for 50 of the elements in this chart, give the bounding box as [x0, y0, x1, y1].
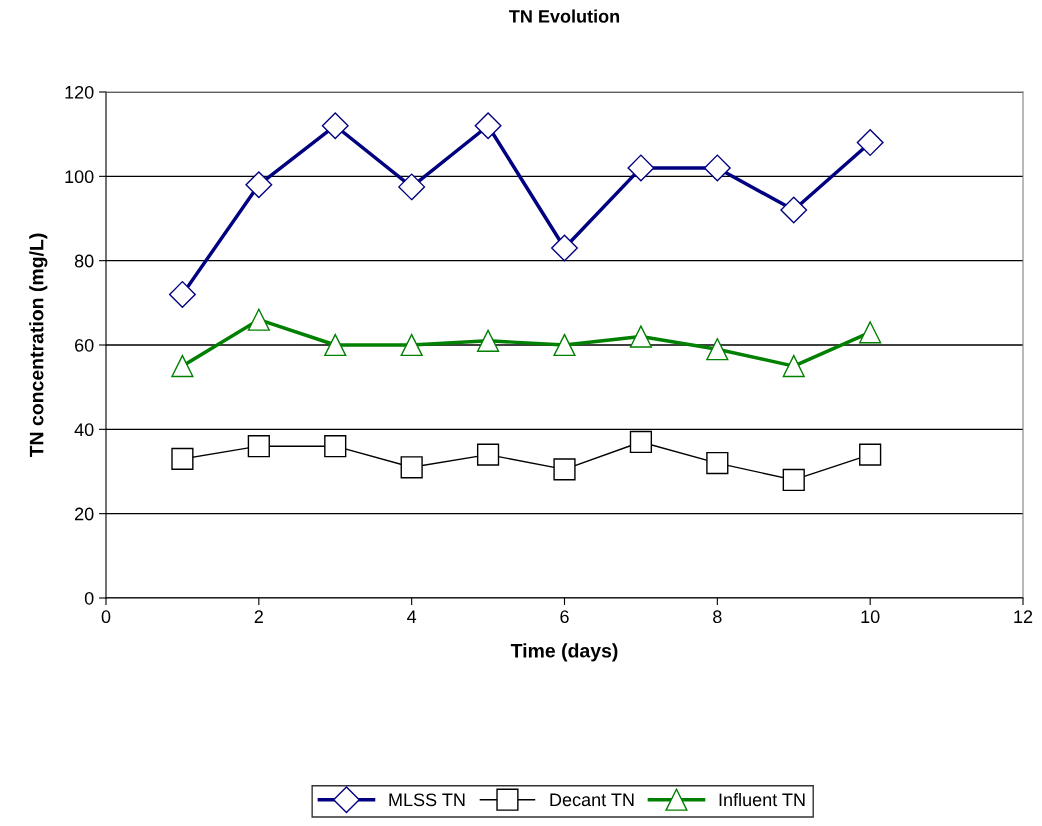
point — [703, 154, 731, 182]
point — [168, 280, 196, 308]
x-tick-label: 2 — [254, 610, 263, 623]
x-tick-label: 8 — [713, 610, 722, 624]
y-tick-label: 20 — [75, 507, 94, 521]
point — [551, 234, 578, 262]
chart-title: TN Evolution — [509, 9, 620, 23]
point — [321, 112, 349, 140]
y-tick-label: 100 — [65, 170, 94, 184]
point — [553, 333, 576, 357]
point — [782, 354, 805, 378]
y-tick-label: 40 — [74, 423, 94, 437]
point — [324, 333, 347, 357]
point — [859, 443, 882, 466]
point — [247, 308, 270, 331]
x-tick-label: 4 — [407, 610, 417, 623]
x-tick-label: 10 — [861, 610, 880, 624]
point — [706, 451, 729, 475]
point — [782, 468, 805, 492]
point — [474, 112, 502, 140]
point — [706, 338, 729, 361]
point — [171, 447, 194, 470]
point — [476, 329, 500, 352]
point — [171, 354, 194, 378]
y-axis-title: TN concentration (mg/L) — [29, 233, 48, 458]
x-tick-label: 12 — [1014, 610, 1033, 623]
y-tick-label: 60 — [75, 338, 94, 352]
legend-label: Influent TN — [719, 792, 805, 807]
point — [629, 430, 653, 454]
point — [856, 129, 884, 157]
x-tick-label: 6 — [560, 610, 569, 624]
x-axis-title: Time (days) — [510, 643, 618, 662]
point — [627, 154, 655, 182]
point — [324, 435, 347, 458]
point — [400, 333, 423, 357]
legend-label: MLSS TN — [389, 793, 465, 807]
point — [245, 171, 273, 199]
point — [780, 196, 808, 224]
point — [859, 321, 882, 344]
y-tick-label: 120 — [65, 85, 94, 99]
point — [398, 173, 426, 201]
y-tick-label: 80 — [74, 254, 94, 268]
point — [476, 443, 500, 466]
point — [629, 325, 653, 348]
x-tick-label: 0 — [101, 610, 111, 624]
point — [553, 458, 576, 481]
legend-label: Decant TN — [550, 793, 634, 807]
y-tick-label: 0 — [84, 591, 94, 605]
point — [247, 435, 270, 458]
point — [400, 456, 423, 479]
